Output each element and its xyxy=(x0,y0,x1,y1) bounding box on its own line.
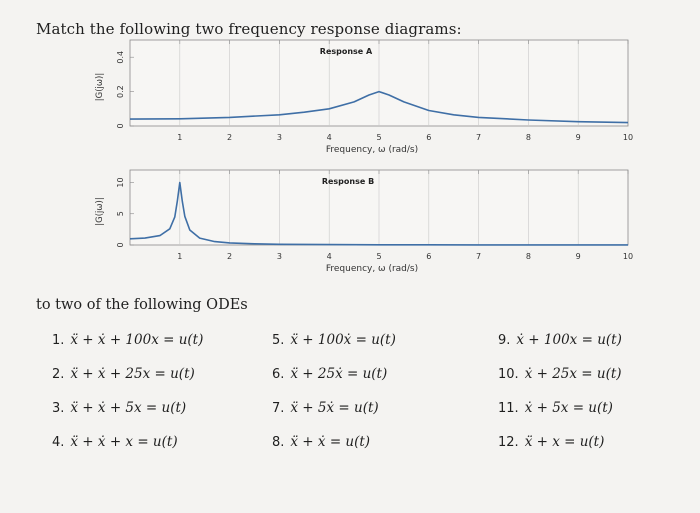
ode-item: 6. ẍ + 25ẋ = u(t) xyxy=(272,366,387,382)
y-axis-label-b: |G(jω)| xyxy=(95,197,105,225)
odes-heading: to two of the following ODEs xyxy=(36,297,248,313)
ode-item: 1. ẍ + ẋ + 100x = u(t) xyxy=(52,332,203,348)
x-tick-label-b: 8 xyxy=(526,252,531,261)
ode-item: 12. ẍ + x = u(t) xyxy=(498,434,604,450)
y-tick-label-a: 0.4 xyxy=(116,51,125,64)
y-tick-label-b: 5 xyxy=(116,211,125,216)
y-axis-label-a: |G(jω)| xyxy=(95,73,105,101)
x-tick-label-a: 2 xyxy=(227,133,232,142)
ode-number: 9. xyxy=(498,333,511,348)
x-tick-label-b: 10 xyxy=(623,252,633,261)
ode-number: 1. xyxy=(52,333,65,348)
x-axis-label-a: Frequency, ω (rad/s) xyxy=(326,145,418,155)
ode-number: 12. xyxy=(498,435,519,450)
ode-number: 10. xyxy=(498,367,519,382)
ode-item: 5. ẍ + 100ẋ = u(t) xyxy=(272,332,396,348)
ode-equation: ẋ + 5x = u(t) xyxy=(524,400,613,416)
x-tick-label-a: 8 xyxy=(526,133,531,142)
y-tick-label-a: 0.2 xyxy=(116,85,125,98)
x-tick-label-b: 3 xyxy=(277,252,282,261)
ode-number: 8. xyxy=(272,435,285,450)
x-tick-label-a: 5 xyxy=(376,133,381,142)
x-tick-label-a: 6 xyxy=(426,133,431,142)
ode-item: 10. ẋ + 25x = u(t) xyxy=(498,366,622,382)
y-tick-label-b: 0 xyxy=(116,242,125,247)
ode-item: 4. ẍ + ẋ + x = u(t) xyxy=(52,434,178,450)
ode-number: 11. xyxy=(498,401,519,416)
x-tick-label-a: 4 xyxy=(327,133,332,142)
ode-equation: ẍ + 25ẋ = u(t) xyxy=(290,366,388,382)
ode-equation: ẍ + ẋ = u(t) xyxy=(290,434,371,450)
ode-number: 4. xyxy=(52,435,65,450)
x-tick-label-b: 1 xyxy=(177,252,182,261)
ode-number: 6. xyxy=(272,367,285,382)
x-tick-label-b: 2 xyxy=(227,252,232,261)
ode-equation: ẍ + ẋ + 25x = u(t) xyxy=(70,366,195,382)
x-tick-label-a: 10 xyxy=(623,133,633,142)
ode-equation: ẍ + 5ẋ = u(t) xyxy=(290,400,379,416)
ode-number: 3. xyxy=(52,401,65,416)
x-tick-label-b: 7 xyxy=(476,252,481,261)
x-tick-label-a: 7 xyxy=(476,133,481,142)
problem-heading: Match the following two frequency respon… xyxy=(36,20,462,38)
ode-item: 8. ẍ + ẋ = u(t) xyxy=(272,434,370,450)
x-tick-label-a: 3 xyxy=(277,133,282,142)
x-tick-label-b: 6 xyxy=(426,252,431,261)
ode-equation: ẍ + ẋ + 100x = u(t) xyxy=(70,332,204,348)
ode-equation: ẍ + x = u(t) xyxy=(524,434,605,450)
series-line-b xyxy=(129,181,628,246)
x-tick-label-b: 9 xyxy=(576,252,581,261)
ode-item: 9. ẋ + 100x = u(t) xyxy=(498,332,622,348)
x-axis-label-b: Frequency, ω (rad/s) xyxy=(326,264,418,274)
ode-equation: ẍ + ẋ + x = u(t) xyxy=(70,434,178,450)
ode-equation: ẍ + ẋ + 5x = u(t) xyxy=(70,400,187,416)
ode-number: 2. xyxy=(52,367,65,382)
ode-item: 11. ẋ + 5x = u(t) xyxy=(498,400,613,416)
x-tick-label-b: 4 xyxy=(327,252,332,261)
ode-number: 7. xyxy=(272,401,285,416)
ode-item: 3. ẍ + ẋ + 5x = u(t) xyxy=(52,400,186,416)
chart-title-b: Response B xyxy=(322,177,374,186)
series-line-a xyxy=(129,90,629,124)
ode-item: 2. ẍ + ẋ + 25x = u(t) xyxy=(52,366,195,382)
ode-item: 7. ẍ + 5ẋ = u(t) xyxy=(272,400,379,416)
x-tick-label-a: 9 xyxy=(576,133,581,142)
y-tick-label-a: 0 xyxy=(116,123,125,128)
y-tick-label-b: 10 xyxy=(116,177,125,187)
x-tick-label-a: 1 xyxy=(177,133,182,142)
x-tick-label-b: 5 xyxy=(376,252,381,261)
ode-equation: ẋ + 25x = u(t) xyxy=(524,366,622,382)
ode-equation: ẋ + 100x = u(t) xyxy=(516,332,622,348)
ode-number: 5. xyxy=(272,333,285,348)
ode-equation: ẍ + 100ẋ = u(t) xyxy=(290,332,396,348)
chart-title-a: Response A xyxy=(320,47,373,56)
